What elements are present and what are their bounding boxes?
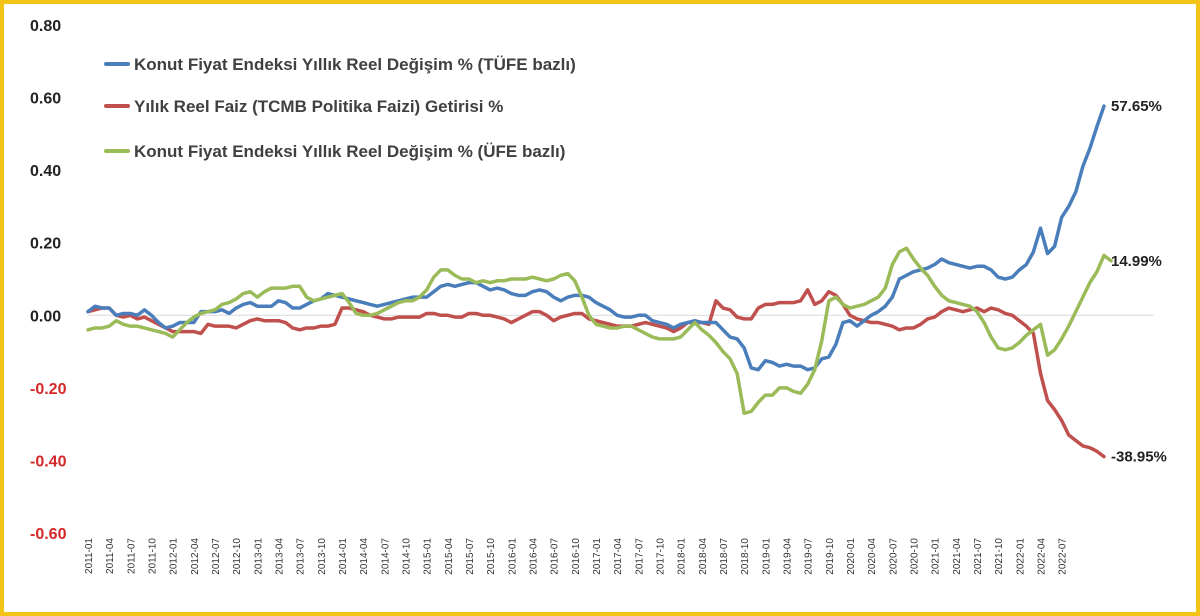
y-tick-label: 0.40 xyxy=(30,163,61,180)
x-tick-label: 2017-04 xyxy=(613,538,624,575)
x-tick-label: 2016-10 xyxy=(571,538,582,575)
x-tick-label: 2013-10 xyxy=(317,538,328,575)
x-tick-label: 2022-01 xyxy=(1015,538,1026,575)
x-tick-label: 2014-07 xyxy=(380,538,391,575)
x-tick-label: 2011-10 xyxy=(148,538,159,574)
x-tick-label: 2016-01 xyxy=(507,538,518,575)
x-tick-label: 2020-01 xyxy=(846,538,857,575)
y-tick-label: 0.80 xyxy=(30,18,61,35)
x-tick-label: 2018-10 xyxy=(740,538,751,575)
y-axis-ticks: 0.80 0.60 0.40 0.20 0.00 -0.20 -0.40 -0.60 xyxy=(30,18,67,543)
x-tick-label: 2016-04 xyxy=(529,538,540,575)
x-tick-label: 2012-04 xyxy=(190,538,201,575)
x-tick-label: 2021-01 xyxy=(931,538,942,575)
x-tick-label: 2015-07 xyxy=(465,538,476,575)
x-axis-ticks: 2011-01 2011-04 2011-07 2011-10 2012-01 2012-… xyxy=(84,538,1069,575)
series-line-1 xyxy=(86,288,1106,459)
legend-label: Konut Fiyat Endeksi Yıllık Reel Değişim … xyxy=(134,55,576,74)
x-tick-label: 2011-01 xyxy=(84,538,95,574)
x-tick-label: 2017-01 xyxy=(592,538,603,575)
legend-label: Konut Fiyat Endeksi Yıllık Reel Değişim … xyxy=(134,142,565,161)
x-tick-label: 2017-07 xyxy=(634,538,645,575)
x-tick-label: 2021-04 xyxy=(952,538,963,575)
x-tick-label: 2014-10 xyxy=(402,538,413,575)
x-tick-label: 2022-04 xyxy=(1037,538,1048,575)
x-tick-label: 2020-07 xyxy=(888,538,899,575)
x-tick-label: 2011-04 xyxy=(105,538,116,574)
end-label-1: -38.95% xyxy=(1111,449,1167,466)
x-tick-label: 2013-07 xyxy=(296,538,307,575)
y-tick-label: -0.40 xyxy=(30,453,67,470)
y-tick-label: -0.60 xyxy=(30,526,67,543)
x-tick-label: 2015-01 xyxy=(423,538,434,575)
line-chart: 0.80 0.60 0.40 0.20 0.00 -0.20 -0.40 -0.60 2011… xyxy=(30,18,1167,575)
series-line-0 xyxy=(86,104,1106,372)
series-line-2 xyxy=(86,246,1113,416)
x-tick-label: 2016-07 xyxy=(550,538,561,575)
x-tick-label: 2019-01 xyxy=(761,538,772,575)
x-tick-label: 2021-10 xyxy=(994,538,1005,575)
x-tick-label: 2011-07 xyxy=(126,538,137,574)
legend: Konut Fiyat Endeksi Yıllık Reel Değişim … xyxy=(104,55,576,161)
x-tick-label: 2018-01 xyxy=(677,538,688,575)
y-tick-label: 0.60 xyxy=(30,91,61,108)
x-tick-label: 2019-07 xyxy=(804,538,815,575)
x-tick-label: 2017-10 xyxy=(656,538,667,575)
legend-label: Yılık Reel Faiz (TCMB Politika Faizi) Ge… xyxy=(134,97,503,116)
x-tick-label: 2022-07 xyxy=(1058,538,1069,575)
x-tick-label: 2015-04 xyxy=(444,538,455,575)
x-tick-label: 2013-04 xyxy=(275,538,286,575)
x-tick-label: 2020-04 xyxy=(867,538,878,575)
x-tick-label: 2013-01 xyxy=(253,538,264,575)
x-tick-label: 2019-04 xyxy=(783,538,794,575)
x-tick-label: 2018-04 xyxy=(698,538,709,575)
x-tick-label: 2012-10 xyxy=(232,538,243,575)
x-tick-label: 2021-07 xyxy=(973,538,984,575)
x-tick-label: 2019-10 xyxy=(825,538,836,575)
y-tick-label: -0.20 xyxy=(30,381,67,398)
x-tick-label: 2012-07 xyxy=(211,538,222,575)
end-label-2: 14.99% xyxy=(1111,253,1162,270)
x-tick-label: 2018-07 xyxy=(719,538,730,575)
y-tick-label: 0.20 xyxy=(30,236,61,253)
y-tick-label: 0.00 xyxy=(30,308,61,325)
x-tick-label: 2020-10 xyxy=(910,538,921,575)
x-tick-label: 2014-01 xyxy=(338,538,349,575)
x-tick-label: 2015-10 xyxy=(486,538,497,575)
series-lines xyxy=(86,104,1113,459)
end-labels: 57.65% -38.95% 14.99% xyxy=(1111,98,1167,466)
x-tick-label: 2014-04 xyxy=(359,538,370,575)
end-label-0: 57.65% xyxy=(1111,98,1162,115)
x-tick-label: 2012-01 xyxy=(169,538,180,575)
